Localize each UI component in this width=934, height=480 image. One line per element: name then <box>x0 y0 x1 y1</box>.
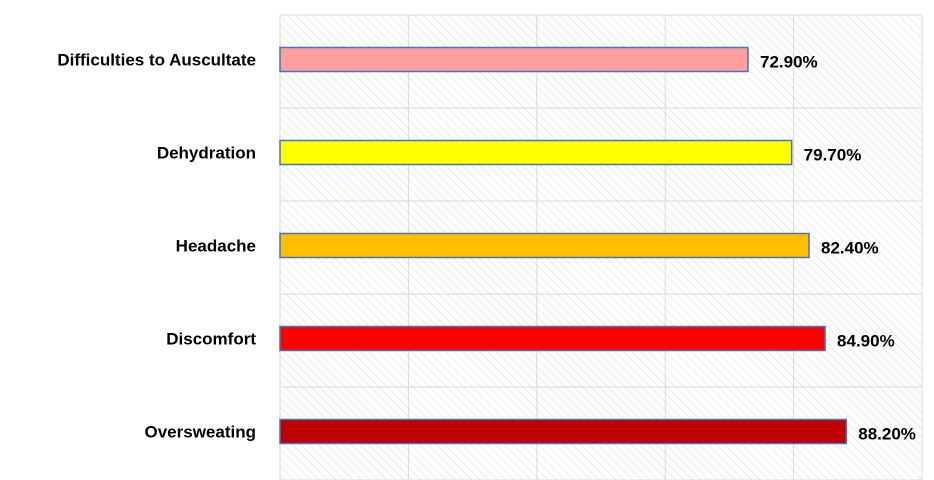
value-label: 72.90% <box>760 53 818 72</box>
value-label: 79.70% <box>804 146 862 165</box>
category-label: Discomfort <box>166 330 256 349</box>
bar <box>280 48 748 72</box>
category-label: Difficulties to Auscultate <box>57 51 256 70</box>
category-labels: Difficulties to Auscultate Dehydration Hea… <box>57 51 256 442</box>
category-label: Dehydration <box>157 144 256 163</box>
bar <box>280 420 846 444</box>
category-label: Oversweating <box>145 423 257 442</box>
bar <box>280 141 792 165</box>
bar <box>280 234 809 258</box>
value-label: 88.20% <box>858 425 916 444</box>
category-label: Headache <box>176 237 256 256</box>
bar <box>280 327 825 351</box>
value-label: 82.40% <box>821 239 879 258</box>
value-label: 84.90% <box>837 332 895 351</box>
